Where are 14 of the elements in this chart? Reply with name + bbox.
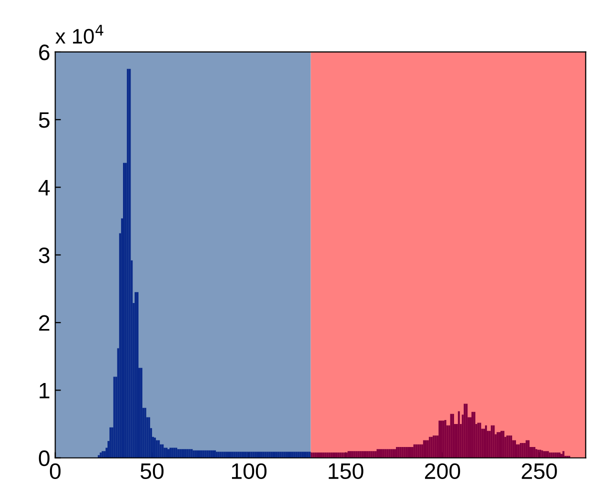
y-tick-label: 0	[38, 450, 50, 466]
y-tick-label: 5	[38, 112, 50, 128]
x-tick-label: 50	[140, 463, 164, 480]
y-tick-label: 4	[38, 180, 50, 196]
x-tick-label: 100	[232, 463, 267, 480]
y-tick-label: 3	[38, 247, 50, 264]
y-tick-label: 1	[40, 382, 50, 398]
x-tick-label: 200	[425, 463, 460, 480]
x-tick-label: 250	[522, 463, 557, 480]
x-tick-label: 0	[50, 463, 61, 480]
y-tick-label: 6	[39, 44, 50, 60]
y-tick-label: 2	[39, 315, 50, 331]
x-tick-label: 150	[328, 463, 364, 480]
text: x 10$^{4}$	[55, 24, 104, 44]
